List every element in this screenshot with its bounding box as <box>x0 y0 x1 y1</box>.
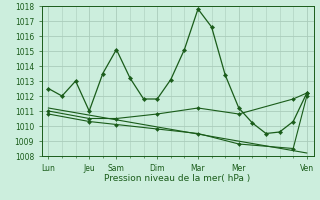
X-axis label: Pression niveau de la mer( hPa ): Pression niveau de la mer( hPa ) <box>104 174 251 183</box>
